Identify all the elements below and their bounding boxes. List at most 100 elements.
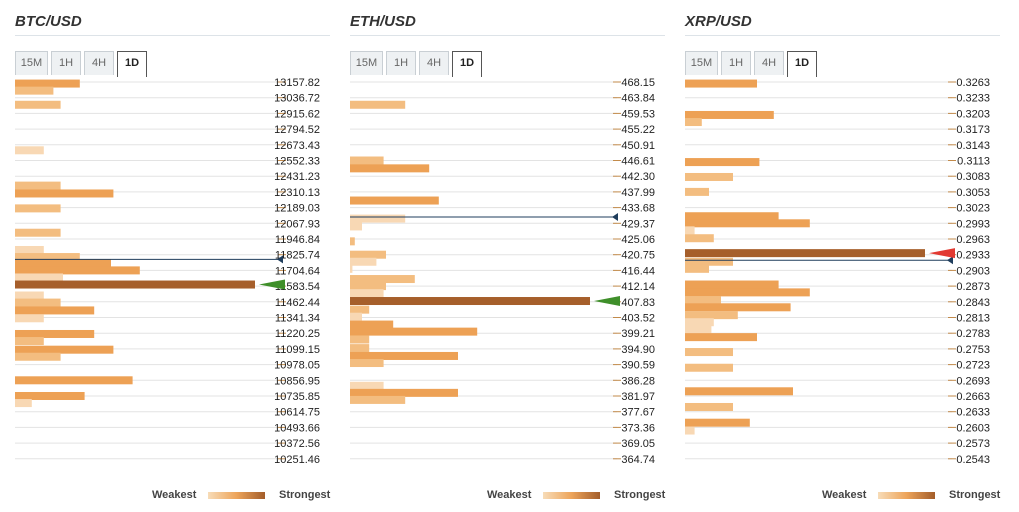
- eth-tab-15m[interactable]: 15M: [350, 51, 383, 75]
- xrp-tab-4h[interactable]: 4H: [754, 51, 784, 75]
- eth-legend-strongest: Strongest: [614, 489, 666, 501]
- btc-tick-label: 12431.23: [274, 171, 320, 183]
- btc-bar: [15, 291, 44, 300]
- xrp-bar: [685, 296, 721, 305]
- eth-bar: [350, 237, 355, 246]
- btc-tick-label: 12310.13: [274, 187, 320, 199]
- xrp-bar: [685, 311, 738, 320]
- xrp-tick-label: 0.2903: [956, 265, 990, 277]
- eth-legend-weakest: Weakest: [487, 489, 532, 501]
- xrp-tick-label: 0.3053: [956, 187, 990, 199]
- eth-tick-label: 433.68: [621, 203, 655, 215]
- btc-panel: BTC/USD 15M 1H 4H 1D 13157.82 13036.72 129…: [15, 0, 335, 512]
- btc-tab-1h[interactable]: 1H: [51, 51, 81, 75]
- eth-bar: [350, 351, 458, 360]
- xrp-bar: [685, 79, 757, 88]
- xrp-tick-label: 0.2873: [956, 281, 990, 293]
- xrp-strongest-marker: [929, 248, 955, 259]
- xrp-title-rule: [685, 35, 1000, 36]
- eth-bar: [350, 327, 478, 336]
- eth-tick-label: 416.44: [621, 265, 655, 277]
- btc-strongest-marker: [259, 279, 285, 290]
- xrp-tick-label: 0.2573: [956, 438, 990, 450]
- eth-tick-label: 425.06: [621, 234, 655, 246]
- xrp-bar: [685, 363, 733, 372]
- xrp-bar: [685, 234, 714, 243]
- btc-tab-15m[interactable]: 15M: [15, 51, 48, 75]
- xrp-bar: [685, 288, 810, 297]
- xrp-bar: [685, 226, 695, 235]
- btc-bar: [15, 146, 44, 155]
- btc-bar: [15, 329, 95, 338]
- eth-bar: [350, 344, 370, 353]
- eth-bar: [350, 156, 384, 165]
- eth-bar: [350, 214, 406, 223]
- btc-bar: [15, 337, 44, 346]
- btc-bar: [15, 314, 44, 323]
- btc-bar: [15, 392, 85, 400]
- btc-bar: [15, 259, 111, 268]
- btc-tick-label: 10372.56: [274, 438, 320, 450]
- xrp-legend-gradient: [878, 492, 935, 499]
- btc-bar: [15, 273, 63, 282]
- xrp-current-price-pointer: [947, 256, 953, 265]
- xrp-bar: [685, 187, 709, 196]
- eth-tab-1d[interactable]: 1D: [452, 51, 482, 77]
- btc-bar: [15, 100, 61, 109]
- eth-bar: [350, 222, 362, 231]
- eth-tick-label: 403.52: [621, 313, 655, 325]
- xrp-tick-label: 0.3113: [957, 156, 990, 168]
- xrp-bar: [685, 110, 774, 119]
- xrp-tick-label: 0.2783: [956, 328, 990, 340]
- xrp-bar: [685, 219, 810, 228]
- xrp-tab-1d[interactable]: 1D: [787, 51, 817, 77]
- eth-bar: [350, 250, 386, 259]
- eth-tick-label: 386.28: [621, 375, 655, 387]
- btc-tick-label: 12915.62: [274, 108, 320, 120]
- eth-tick-label: 420.75: [621, 250, 655, 262]
- eth-bar: [350, 164, 430, 173]
- btc-tick-label: 11946.84: [275, 234, 320, 246]
- xrp-bar: [685, 318, 714, 327]
- eth-tick-label: 437.99: [621, 187, 655, 199]
- btc-bar: [15, 245, 44, 254]
- xrp-tab-15m[interactable]: 15M: [685, 51, 718, 75]
- eth-bar: [350, 196, 439, 205]
- btc-bar: [15, 399, 32, 408]
- xrp-timeframe-tabs: 15M 1H 4H 1D: [685, 51, 820, 77]
- eth-tab-1h[interactable]: 1H: [386, 51, 416, 75]
- xrp-bar: [685, 426, 695, 435]
- eth-bar: [350, 312, 362, 321]
- xrp-legend-weakest: Weakest: [822, 489, 867, 501]
- btc-title: BTC/USD: [15, 13, 82, 30]
- eth-bar: [350, 395, 406, 404]
- xrp-bar: [685, 158, 760, 167]
- btc-tab-4h[interactable]: 4H: [84, 51, 114, 75]
- xrp-tick-label: 0.3023: [956, 203, 990, 215]
- btc-tick-label: 10493.66: [274, 422, 320, 434]
- btc-bar: [15, 266, 140, 275]
- btc-tick-label: 11099.15: [275, 344, 320, 356]
- eth-tab-4h[interactable]: 4H: [419, 51, 449, 75]
- xrp-tab-1h[interactable]: 1H: [721, 51, 751, 75]
- btc-bar: [15, 280, 255, 289]
- btc-bar: [15, 228, 61, 237]
- eth-tick-label: 377.67: [621, 407, 655, 419]
- xrp-panel: XRP/USD 15M 1H 4H 1D 0.3263 0.3233 0.3203 0…: [685, 0, 1005, 512]
- eth-legend: Weakest Strongest: [350, 488, 670, 504]
- eth-tick-label: 399.21: [621, 328, 655, 340]
- eth-bar: [350, 275, 415, 284]
- btc-tick-label: 10735.85: [274, 391, 320, 403]
- eth-legend-gradient: [543, 492, 600, 499]
- xrp-tick-label: 0.2723: [956, 360, 990, 372]
- btc-tick-label: 12067.93: [274, 218, 320, 230]
- btc-bar: [15, 298, 61, 307]
- btc-tick-label: 11220.25: [275, 328, 320, 340]
- btc-tab-1d[interactable]: 1D: [117, 51, 147, 77]
- xrp-tick-label: 0.2843: [956, 297, 990, 309]
- btc-bar: [15, 86, 54, 95]
- xrp-tick-label: 0.2963: [956, 234, 990, 246]
- eth-bar: [350, 264, 353, 273]
- btc-tick-label: 11341.34: [275, 313, 320, 325]
- btc-tick-label: 13036.72: [274, 93, 320, 105]
